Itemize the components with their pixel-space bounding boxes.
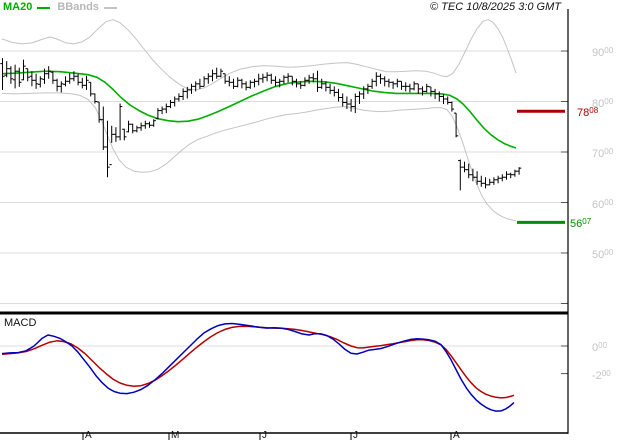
macd-signal-line bbox=[1, 325, 515, 399]
ma20-legend-swatch bbox=[37, 6, 51, 9]
ma20-legend-label: MA20 bbox=[3, 1, 33, 13]
macd-line bbox=[1, 322, 515, 412]
bollinger-upper-band bbox=[1, 19, 517, 91]
indicator-legend: MA20 BBands bbox=[3, 2, 117, 13]
bbands-legend: BBands bbox=[57, 2, 117, 13]
watermark-text: © TEC 10/8/2025 3:0 GMT bbox=[430, 1, 561, 13]
bbands-legend-label: BBands bbox=[57, 1, 99, 13]
ma20-legend: MA20 bbox=[3, 1, 51, 13]
macd-panel-label: MACD bbox=[4, 317, 37, 329]
ohlc-bars bbox=[0, 58, 522, 191]
bbands-legend-swatch bbox=[103, 6, 117, 9]
bollinger-lower-band bbox=[1, 92, 517, 222]
